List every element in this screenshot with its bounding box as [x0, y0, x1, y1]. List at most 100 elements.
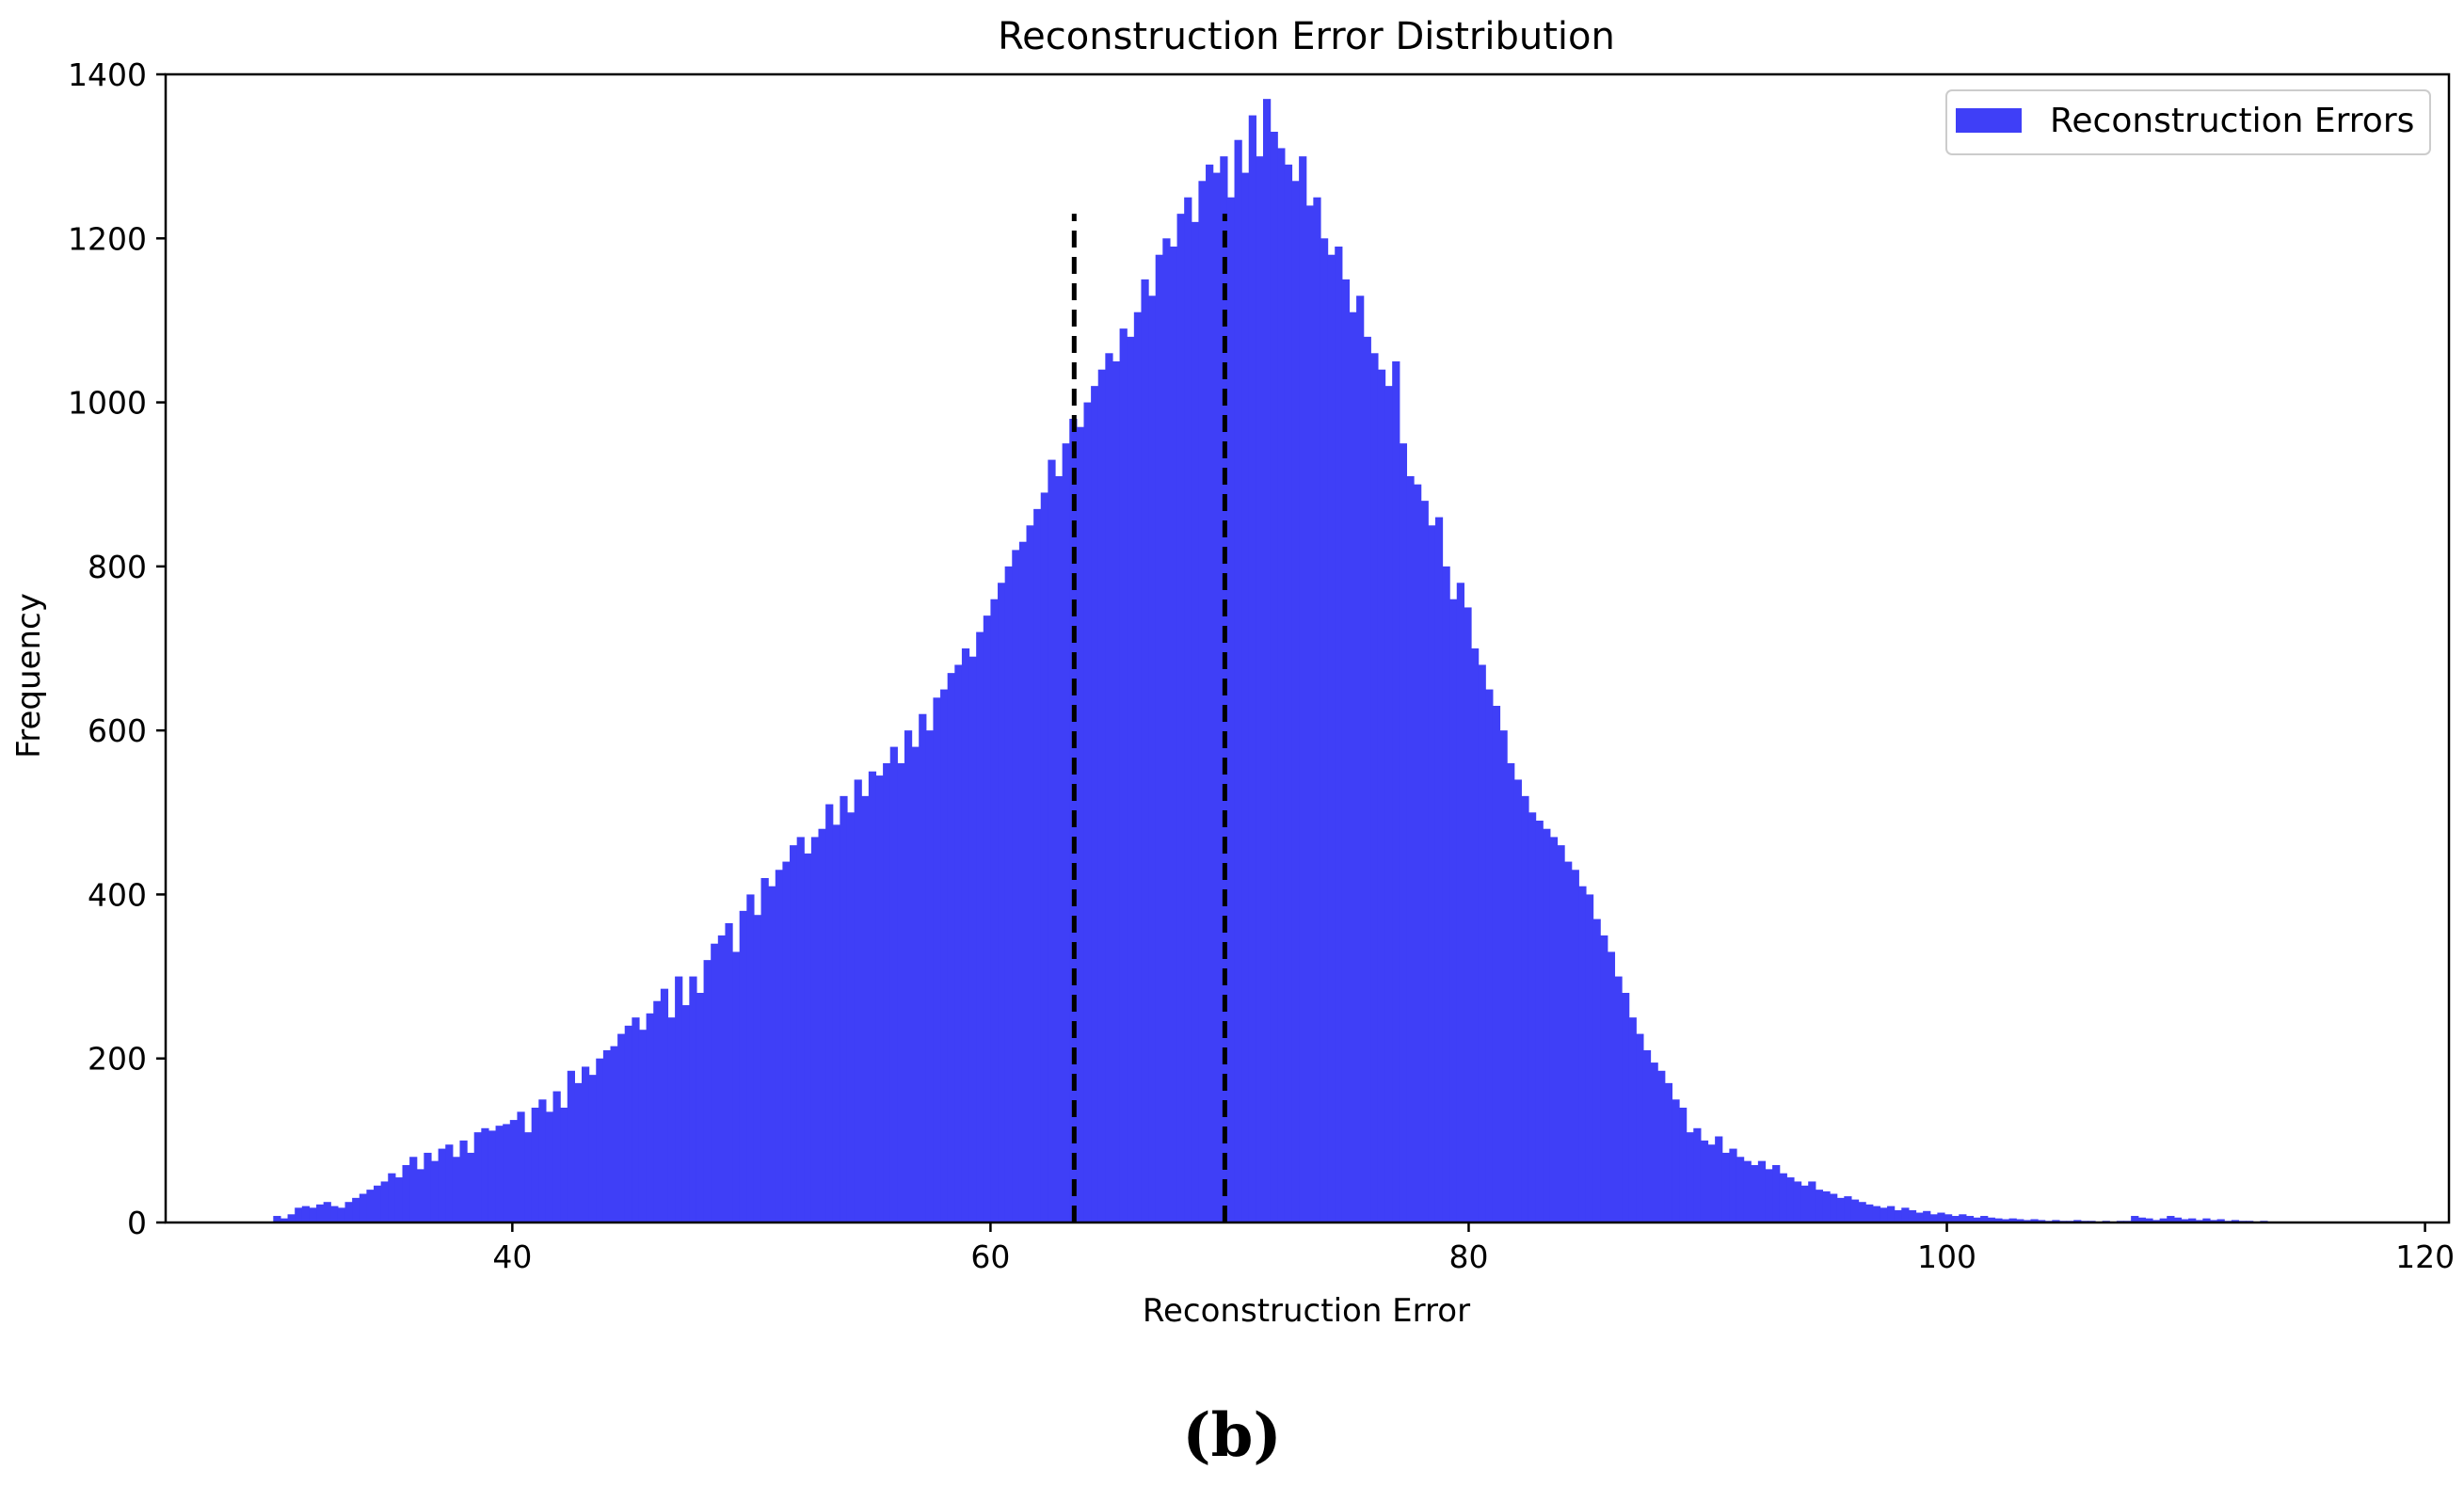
histogram-bar — [1442, 566, 1450, 1222]
histogram-bar — [301, 1206, 311, 1222]
histogram-bar — [861, 795, 870, 1222]
chart-title: Reconstruction Error Distribution — [998, 15, 1615, 58]
histogram-bar — [1908, 1209, 1917, 1222]
histogram-bar — [1449, 599, 1458, 1222]
histogram-bar — [538, 1099, 547, 1222]
histogram-bar — [796, 837, 805, 1222]
histogram-bar — [983, 615, 992, 1222]
histogram-bar — [2188, 1218, 2197, 1222]
histogram-bar — [1313, 197, 1321, 1223]
histogram-bar — [352, 1197, 360, 1222]
histogram-bar — [1585, 894, 1594, 1222]
histogram-bar — [1256, 156, 1264, 1222]
histogram-bar — [825, 804, 834, 1222]
histogram-bars — [273, 99, 2433, 1223]
histogram-bar — [1664, 1082, 1672, 1222]
threshold-lines — [1071, 214, 1227, 1222]
x-tick-label: 120 — [2395, 1238, 2455, 1275]
histogram-bar — [316, 1204, 325, 1222]
histogram-bar — [1091, 386, 1099, 1222]
histogram-bar — [1959, 1214, 1967, 1222]
y-tick-label: 1200 — [68, 220, 147, 257]
histogram-bar — [675, 976, 683, 1222]
histogram-bar — [1048, 459, 1056, 1222]
histogram-bar — [2159, 1218, 2168, 1222]
histogram-bar — [1356, 296, 1365, 1222]
histogram-bar — [1657, 1070, 1666, 1222]
histogram-bar — [1793, 1181, 1802, 1222]
histogram-bar — [524, 1132, 533, 1222]
histogram-bar — [1133, 312, 1143, 1223]
histogram-bar — [1844, 1196, 1852, 1222]
histogram-bar — [409, 1157, 418, 1222]
histogram-bar — [280, 1218, 289, 1222]
histogram-bar — [2052, 1220, 2060, 1222]
histogram-bar — [1162, 238, 1171, 1222]
histogram-bar — [1751, 1165, 1759, 1222]
histogram-bar — [1062, 443, 1070, 1222]
histogram-bar — [1097, 369, 1106, 1223]
histogram-bar — [374, 1185, 382, 1222]
histogram-bar — [1628, 1017, 1637, 1222]
histogram-bar — [337, 1207, 346, 1222]
histogram-bar — [711, 943, 719, 1222]
histogram-bar — [968, 656, 977, 1222]
histogram-bar — [832, 824, 840, 1222]
histogram-bar — [1929, 1214, 1938, 1222]
y-axis-label: Frequency — [10, 593, 48, 759]
histogram-bar — [2181, 1219, 2189, 1222]
histogram-bar — [2145, 1218, 2153, 1222]
histogram-bar — [1198, 181, 1207, 1222]
histogram-bar — [1736, 1157, 1745, 1222]
histogram-bar — [889, 746, 898, 1222]
y-axis-ticks: 0 200 400 600 800 1000 1200 1400 — [68, 56, 166, 1241]
plot-frame — [164, 72, 2451, 1224]
histogram-bar — [624, 1025, 632, 1222]
histogram-bar — [782, 861, 791, 1222]
histogram-bar — [1521, 795, 1529, 1222]
histogram-bar — [1248, 115, 1256, 1223]
histogram-bar — [574, 1082, 583, 1222]
histogram-bar — [1707, 1144, 1716, 1222]
histogram-bar — [2173, 1217, 2183, 1222]
histogram-bar — [1012, 550, 1020, 1222]
histogram-bar — [1155, 254, 1163, 1223]
histogram-bar — [1765, 1169, 1773, 1222]
histogram-bar — [703, 960, 712, 1222]
histogram-bar — [746, 894, 755, 1222]
histogram-bar — [660, 988, 669, 1222]
histogram-bar — [653, 1000, 662, 1222]
histogram-bar — [531, 1108, 539, 1222]
legend-box — [1945, 89, 2431, 155]
histogram-bar — [273, 1216, 281, 1222]
histogram-bar — [380, 1181, 389, 1222]
histogram-bar — [1420, 501, 1429, 1222]
histogram-bar — [1880, 1207, 1888, 1222]
histogram-bar — [1428, 525, 1436, 1222]
histogram-bar — [919, 713, 927, 1222]
histogram-bar — [610, 1046, 618, 1222]
histogram-bar — [2023, 1220, 2032, 1222]
histogram-bar — [287, 1214, 296, 1222]
histogram-bar — [638, 1030, 648, 1222]
histogram-bar — [1234, 139, 1242, 1223]
histogram-bar — [1335, 247, 1343, 1222]
legend: Reconstruction Errors — [1945, 89, 2431, 155]
histogram-bar — [717, 935, 727, 1222]
histogram-bar — [1779, 1173, 1787, 1222]
histogram-bar — [1923, 1210, 1931, 1222]
x-tick-label: 60 — [970, 1238, 1010, 1275]
histogram-bar — [846, 812, 856, 1222]
histogram-bar — [1191, 221, 1200, 1223]
histogram-bar — [976, 631, 984, 1222]
histogram-bar — [1485, 689, 1494, 1222]
x-tick-label: 100 — [1917, 1238, 1976, 1275]
histogram-bar — [1850, 1199, 1860, 1222]
histogram-bar — [1607, 951, 1616, 1222]
histogram-bar — [1815, 1190, 1824, 1222]
histogram-bar — [1715, 1136, 1723, 1222]
histogram-bar — [1872, 1206, 1880, 1222]
histogram-bar — [1836, 1197, 1845, 1222]
histogram-bar — [1471, 648, 1480, 1222]
